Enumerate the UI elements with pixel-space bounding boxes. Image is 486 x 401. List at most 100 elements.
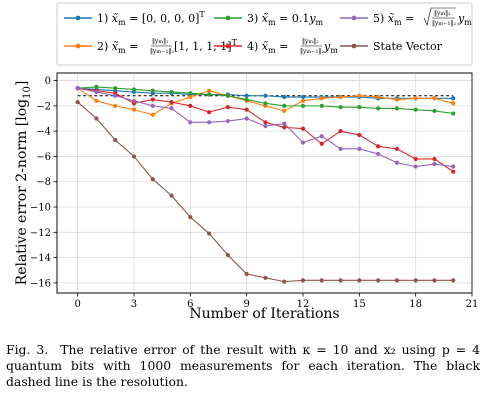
legend-label-5: 5) x̃m =: [373, 12, 414, 27]
data-point: [188, 103, 193, 108]
data-point: [394, 97, 399, 102]
caption-text: The relative error of the result with κ …: [6, 342, 480, 389]
data-point: [169, 89, 174, 95]
data-point: [376, 106, 381, 111]
x-tick-label: 9: [243, 299, 249, 310]
data-point: [225, 105, 230, 110]
legend: 1) x̃m = [0, 0, 0, 0]T 2) x̃m = ‖ym‖₂ ‖y…: [56, 2, 473, 66]
data-point: [263, 93, 268, 98]
x-axis-label: Number of Iterations: [189, 306, 339, 322]
legend-label-6: State Vector: [373, 40, 443, 53]
data-point: [263, 124, 268, 129]
y-tick-label: 0: [45, 76, 51, 87]
data-point: [169, 99, 174, 105]
data-point: [150, 103, 155, 108]
data-point: [263, 120, 268, 125]
data-point: [150, 97, 155, 102]
y-tick-label: −4: [36, 127, 51, 138]
data-point: [131, 87, 137, 92]
y-axis-label: Relative error 2-norm [log10]: [14, 81, 33, 286]
data-point: [319, 103, 324, 108]
data-point: [131, 154, 137, 159]
data-point: [113, 93, 118, 98]
data-point: [451, 169, 456, 174]
data-point: [319, 96, 324, 101]
data-point: [319, 134, 324, 139]
data-point: [113, 103, 118, 108]
data-point: [376, 278, 381, 283]
data-point: [451, 96, 456, 101]
legend-label-3: 3) x̃m = 0.1ym: [247, 12, 324, 27]
legend-marker-1: [75, 15, 81, 21]
data-point: [263, 101, 268, 106]
data-point: [150, 177, 155, 182]
data-point: [244, 93, 249, 98]
x-tick-label: 0: [74, 299, 80, 310]
data-point: [376, 144, 381, 149]
data-point: [413, 107, 418, 112]
data-point: [413, 156, 418, 162]
data-point: [357, 278, 362, 283]
legend-marker-5: [351, 15, 357, 21]
data-point: [432, 278, 437, 283]
data-point: [244, 116, 249, 121]
data-point: [357, 146, 362, 151]
legend-frame: [56, 2, 473, 66]
legend-marker-3: [225, 15, 231, 21]
data-point: [282, 103, 287, 108]
data-point: [451, 164, 456, 169]
series-2: [75, 86, 456, 117]
legend-label-1: 1) x̃m = [0, 0, 0, 0]T: [97, 10, 205, 27]
data-point: [188, 91, 193, 96]
data-point: [300, 126, 306, 131]
y-tick-label: −8: [36, 177, 51, 188]
data-point: [207, 110, 212, 115]
chart: 1) x̃m = [0, 0, 0, 0]T 2) x̃m = ‖ym‖₂ ‖y…: [14, 2, 478, 322]
data-point: [169, 106, 174, 111]
x-tick-label: 12: [297, 299, 310, 310]
data-point: [319, 278, 324, 283]
data-point: [75, 99, 80, 105]
legend-label-4: 4) x̃m =: [247, 40, 288, 55]
data-point: [338, 129, 343, 134]
data-point: [282, 121, 287, 126]
data-point: [432, 156, 437, 162]
legend-marker-4: [225, 43, 231, 49]
data-point: [94, 98, 99, 103]
data-point: [188, 215, 193, 220]
data-point: [150, 88, 155, 93]
data-point: [188, 94, 193, 100]
legend-frac-2-num: ‖ym‖₂: [152, 38, 169, 45]
data-point: [394, 160, 399, 165]
data-point: [319, 141, 324, 146]
x-tick-label: 6: [187, 299, 193, 310]
data-point: [207, 88, 212, 93]
y-axis: 0 −2 −4 −6 −8 −10 −12 −14 −16: [30, 76, 57, 289]
y-tick-label: −2: [36, 101, 51, 112]
x-tick-label: 18: [409, 299, 422, 310]
legend-frac-5-num: ‖ym‖₂: [434, 10, 451, 17]
data-point: [451, 278, 456, 283]
data-point: [413, 96, 418, 101]
y-tick-label: −12: [30, 228, 51, 239]
legend-frac-4-num: ‖ym‖₂: [302, 38, 319, 45]
data-point: [131, 98, 137, 103]
figure-label: Fig. 3.: [6, 342, 49, 357]
data-point: [225, 93, 230, 98]
legend-sqrt-5: [423, 7, 456, 26]
y-tick-label: −14: [30, 253, 51, 264]
data-point: [300, 98, 306, 103]
y-tick-label: −10: [30, 203, 51, 214]
data-point: [169, 193, 174, 198]
data-point: [113, 86, 118, 91]
y-axis-label-main: Relative error 2-norm [log: [14, 99, 30, 286]
data-point: [300, 278, 306, 283]
data-point: [432, 108, 437, 114]
data-point: [394, 106, 399, 111]
legend-marker-2: [75, 43, 81, 49]
data-point: [94, 89, 99, 95]
data-point: [394, 146, 399, 151]
data-point: [244, 107, 249, 112]
series-group: [75, 84, 456, 284]
data-point: [338, 94, 343, 100]
